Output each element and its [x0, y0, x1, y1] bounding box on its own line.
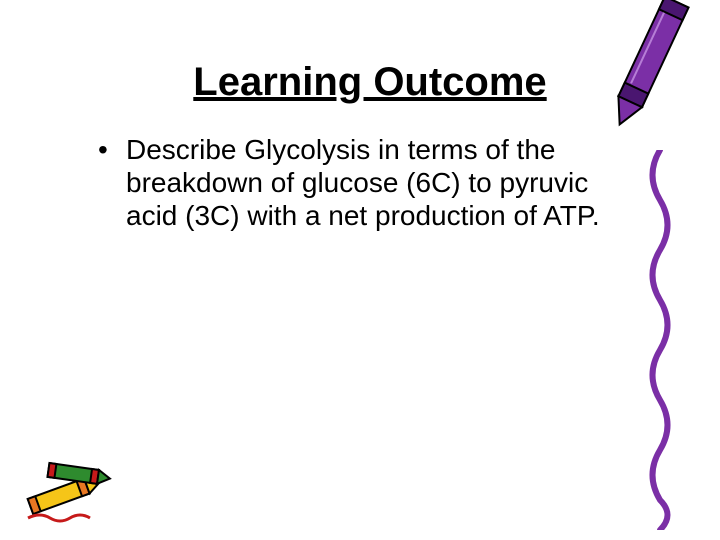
crayons-decoration-bottom-left: [20, 440, 140, 530]
bullet-item: Describe Glycolysis in terms of the brea…: [98, 133, 630, 232]
bullet-list: Describe Glycolysis in terms of the brea…: [90, 133, 630, 232]
page-title: Learning Outcome: [110, 60, 630, 105]
squiggle-decoration-right: [640, 150, 680, 530]
slide: Learning Outcome Describe Glycolysis in …: [0, 0, 720, 540]
